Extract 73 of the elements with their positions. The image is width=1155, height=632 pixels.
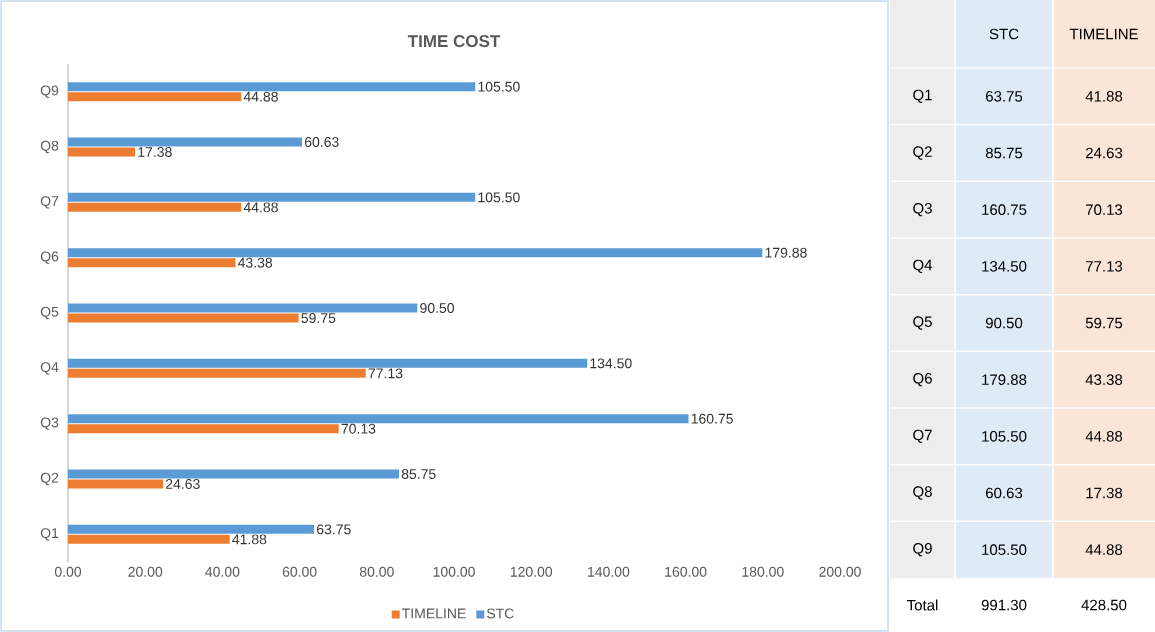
text: 24.63: [1086, 147, 1123, 159]
data-label: 134.50: [590, 358, 632, 369]
text: 991.30: [981, 599, 1027, 611]
y-tick-label: Q7: [40, 196, 59, 209]
text: 44.88: [1085, 431, 1123, 442]
text: 85.75: [985, 147, 1023, 159]
y-tick-label: Q3: [40, 417, 59, 430]
x-tick-label: 20.00: [128, 566, 163, 577]
text: 77.13: [1086, 261, 1123, 272]
text: 17.38: [1086, 487, 1123, 499]
data-label: 60.63: [304, 137, 339, 147]
x-tick-label: 120.00: [510, 566, 553, 577]
category-label: Q9: [913, 543, 932, 557]
text: 90.50: [985, 317, 1023, 329]
category-label: Q3: [913, 203, 932, 217]
category-label: Q5: [913, 316, 932, 330]
category-label: Q7: [913, 429, 932, 443]
y-tick-label: Q5: [40, 306, 59, 320]
data-label: 105.50: [478, 81, 520, 92]
category-label: Q8: [913, 486, 932, 500]
data-label: 63.75: [316, 524, 351, 535]
data-label: 44.88: [243, 202, 278, 213]
x-tick-label: 80.00: [359, 566, 394, 577]
data-label: 77.13: [368, 368, 403, 379]
data-label: 59.75: [301, 313, 336, 323]
text: 43.38: [1085, 374, 1123, 385]
data-label: 105.50: [478, 192, 520, 203]
data-label: 17.38: [138, 147, 172, 157]
y-tick-label: Q2: [40, 472, 59, 486]
text: STC: [989, 28, 1019, 40]
data-label: 70.13: [341, 423, 376, 434]
data-label: 85.75: [401, 469, 436, 479]
category-label: Q4: [913, 259, 933, 273]
text: 428.50: [1081, 599, 1127, 611]
text: 105.50: [982, 431, 1027, 442]
y-tick-label: Q6: [40, 251, 59, 264]
y-tick-label: Q4: [40, 362, 59, 375]
y-tick-label: Q1: [40, 528, 59, 541]
legend-label: STC: [486, 608, 514, 619]
text: 63.75: [986, 91, 1023, 102]
text: 41.88: [1085, 91, 1123, 102]
data-label: 24.63: [165, 479, 200, 489]
x-tick-label: 180.00: [742, 566, 784, 577]
data-label: 41.88: [232, 534, 267, 545]
x-tick-label: 0.00: [54, 566, 82, 577]
text: 105.50: [982, 544, 1027, 555]
data-label: 179.88: [765, 247, 807, 258]
x-tick-label: 160.00: [665, 566, 707, 577]
data-label: 90.50: [420, 303, 455, 313]
y-tick-label: Q9: [40, 85, 59, 98]
x-tick-label: 40.00: [205, 566, 240, 577]
chart-title: TIME COST: [407, 35, 501, 48]
x-tick-label: 140.00: [588, 566, 630, 577]
text: 59.75: [1085, 317, 1123, 329]
x-tick-label: 100.00: [433, 566, 475, 577]
text: 44.88: [1085, 544, 1123, 555]
text: 160.75: [982, 204, 1027, 215]
text: Total: [907, 599, 938, 611]
category-label: Q2: [913, 146, 932, 160]
text: 60.63: [986, 487, 1023, 499]
text: 179.88: [982, 374, 1027, 385]
text: 70.13: [1086, 204, 1123, 215]
x-tick-label: 60.00: [282, 566, 317, 577]
data-label: 44.88: [243, 91, 278, 102]
x-tick-label: 200.00: [819, 566, 861, 577]
data-label: 160.75: [691, 413, 733, 424]
data-label: 43.38: [237, 257, 273, 268]
text: 134.50: [982, 261, 1027, 272]
category-label: Q6: [913, 373, 932, 387]
text: TIMELINE: [1069, 28, 1138, 40]
y-tick-label: Q8: [40, 140, 59, 154]
category-label: Q1: [913, 89, 932, 103]
legend-label: TIMELINE: [402, 608, 466, 619]
